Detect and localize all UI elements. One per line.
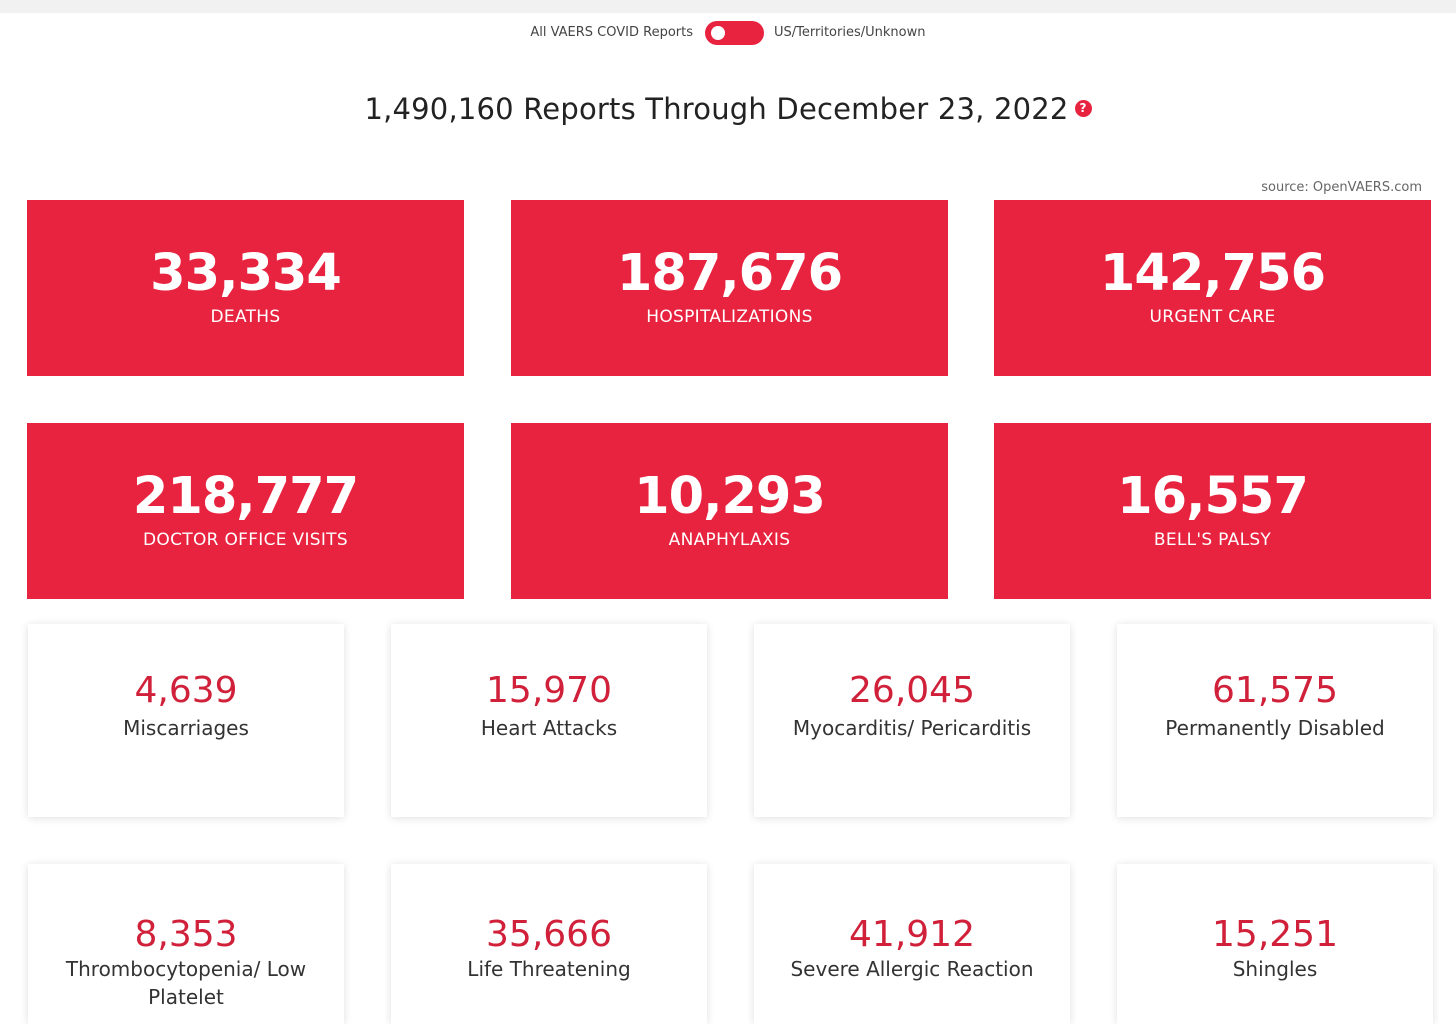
stat-card-miscarriages: 4,639 Miscarriages <box>28 624 344 817</box>
stat-label: Thrombocytopenia/ Low Platelet <box>65 957 307 1009</box>
headline-text: 1,490,160 Reports Through December 23, 2… <box>364 92 1069 126</box>
stat-label: URGENT CARE <box>1149 307 1276 327</box>
stat-value: 187,676 <box>616 244 843 303</box>
stat-value: 218,777 <box>132 467 359 526</box>
stat-value: 8,353 <box>134 914 238 955</box>
stat-card-hospitalizations: 187,676 HOSPITALIZATIONS <box>511 200 948 376</box>
stat-value: 16,557 <box>1117 467 1309 526</box>
stat-label: Permanently Disabled <box>1165 716 1385 740</box>
toggle-label-us-territories[interactable]: US/Territories/Unknown <box>774 25 926 40</box>
stat-label: Severe Allergic Reaction <box>790 957 1034 981</box>
stat-label: Life Threatening <box>467 957 631 981</box>
stat-value: 15,970 <box>486 670 612 711</box>
stat-card-doctor-office-visits: 218,777 DOCTOR OFFICE VISITS <box>27 423 464 599</box>
page-headline: 1,490,160 Reports Through December 23, 2… <box>0 92 1456 126</box>
stat-label: BELL'S PALSY <box>1153 530 1272 550</box>
stat-card-shingles: 15,251 Shingles <box>1117 864 1433 1024</box>
stat-label: DEATHS <box>210 307 281 327</box>
stat-card-thrombocytopenia: 8,353 Thrombocytopenia/ Low Platelet <box>28 864 344 1024</box>
report-scope-toggle-row: All VAERS COVID Reports US/Territories/U… <box>0 20 1456 46</box>
toggle-knob <box>711 26 725 40</box>
stat-value: 26,045 <box>849 670 975 711</box>
stat-label: DOCTOR OFFICE VISITS <box>143 530 348 550</box>
stat-value: 33,334 <box>150 244 342 303</box>
stat-value: 4,639 <box>134 670 238 711</box>
toggle-label-all-reports[interactable]: All VAERS COVID Reports <box>530 25 693 40</box>
report-scope-toggle-switch[interactable] <box>705 21 764 45</box>
stat-label: Myocarditis/ Pericarditis <box>792 716 1032 740</box>
stat-label: HOSPITALIZATIONS <box>646 307 813 327</box>
stat-value: 41,912 <box>849 914 975 955</box>
stat-card-life-threatening: 35,666 Life Threatening <box>391 864 707 1024</box>
stat-label: Miscarriages <box>123 716 249 740</box>
stat-card-severe-allergic-reaction: 41,912 Severe Allergic Reaction <box>754 864 1070 1024</box>
stat-value: 15,251 <box>1212 914 1338 955</box>
source-credit: source: OpenVAERS.com <box>1261 180 1422 195</box>
stat-card-permanently-disabled: 61,575 Permanently Disabled <box>1117 624 1433 817</box>
stat-value: 142,756 <box>1099 244 1326 303</box>
top-bar <box>0 0 1456 13</box>
stat-card-myocarditis: 26,045 Myocarditis/ Pericarditis <box>754 624 1070 817</box>
stat-label: Shingles <box>1232 957 1318 981</box>
stat-card-deaths: 33,334 DEATHS <box>27 200 464 376</box>
stat-card-bells-palsy: 16,557 BELL'S PALSY <box>994 423 1431 599</box>
stat-value: 10,293 <box>634 467 826 526</box>
stat-card-urgent-care: 142,756 URGENT CARE <box>994 200 1431 376</box>
stat-value: 61,575 <box>1212 670 1338 711</box>
stat-card-heart-attacks: 15,970 Heart Attacks <box>391 624 707 817</box>
stat-label: Heart Attacks <box>480 716 618 740</box>
question-circle-icon[interactable]: ? <box>1074 99 1092 117</box>
stat-label: ANAPHYLAXIS <box>668 530 791 550</box>
stat-value: 35,666 <box>486 914 612 955</box>
stat-card-anaphylaxis: 10,293 ANAPHYLAXIS <box>511 423 948 599</box>
